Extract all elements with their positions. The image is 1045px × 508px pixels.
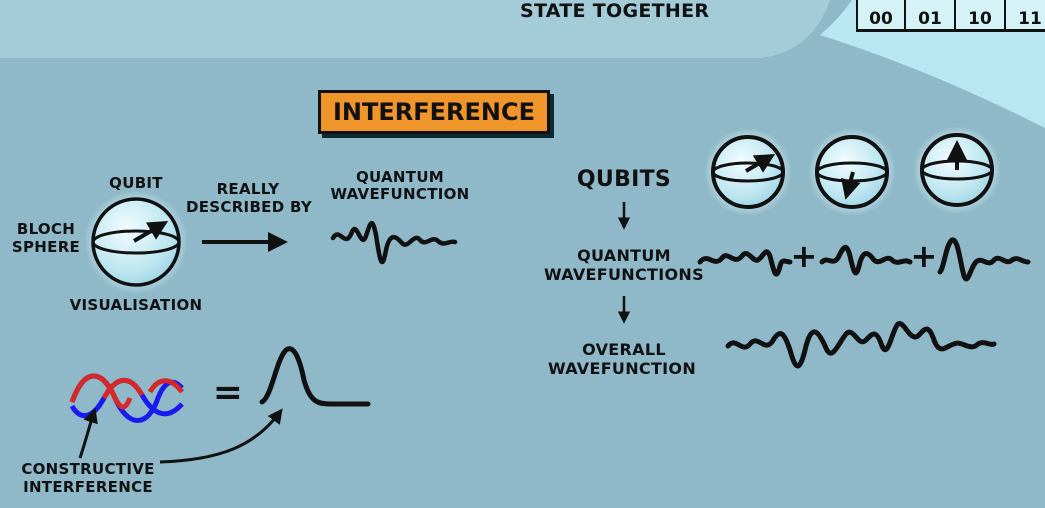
bloch-label-line1: BLOCH <box>16 220 76 238</box>
peak-icon <box>259 346 371 407</box>
wavefunctions-label-line2: WAVEFUNCTIONS <box>544 265 704 284</box>
state-table: 00 01 10 11 <box>856 0 1045 30</box>
wavefunction-label-line2: WAVEFUNCTION <box>330 185 470 203</box>
state-cell: 00 <box>856 0 906 30</box>
constructive-label-line2: INTERFERENCE <box>23 478 153 496</box>
overall-label-line2: WAVEFUNCTION <box>547 359 697 378</box>
really-label-line1: REALLY <box>216 180 280 198</box>
top-panel <box>0 0 830 58</box>
plus-sign: + <box>790 237 818 275</box>
really-label-line2: DESCRIBED BY <box>186 198 313 216</box>
bloch-sphere-icon <box>913 126 1001 214</box>
bloch-sphere-icon <box>84 190 188 294</box>
visualisation-label: VISUALISATION <box>69 296 203 314</box>
state-cell: 10 <box>956 0 1006 30</box>
qubit-label: QUBIT <box>109 174 163 192</box>
equals-sign: = <box>212 372 244 413</box>
bloch-label-line2: SPHERE <box>11 238 81 256</box>
overall-label-line1: OVERALL <box>582 340 666 359</box>
wavefunction-label-line1: QUANTUM <box>355 168 445 186</box>
constructive-label-line1: CONSTRUCTIVE <box>21 460 155 478</box>
title-box: INTERFERENCE <box>318 90 550 134</box>
state-cell: 01 <box>906 0 956 30</box>
pointer-arrow <box>78 407 98 459</box>
plus-sign: + <box>910 237 938 275</box>
wavefunction-icon <box>819 244 913 276</box>
wavefunction-icon <box>725 321 997 369</box>
wavefunction-icon <box>697 249 793 277</box>
pointer-arrow <box>159 408 283 464</box>
wavefunction-icon <box>330 221 458 265</box>
qubits-label: QUBITS <box>576 167 672 192</box>
wavefunction-icon <box>937 237 1031 282</box>
state-cell: 11 <box>1006 0 1045 30</box>
top-heading-partial: STATE TOGETHER <box>520 0 710 22</box>
state-table-baseline <box>856 29 1045 32</box>
interference-waves-icon <box>69 373 184 423</box>
bloch-sphere-icon <box>704 128 792 216</box>
bloch-sphere-icon <box>808 128 896 216</box>
wavefunctions-label-line1: QUANTUM <box>577 246 671 265</box>
top-right-panel <box>820 0 1045 128</box>
title: INTERFERENCE <box>332 98 536 126</box>
